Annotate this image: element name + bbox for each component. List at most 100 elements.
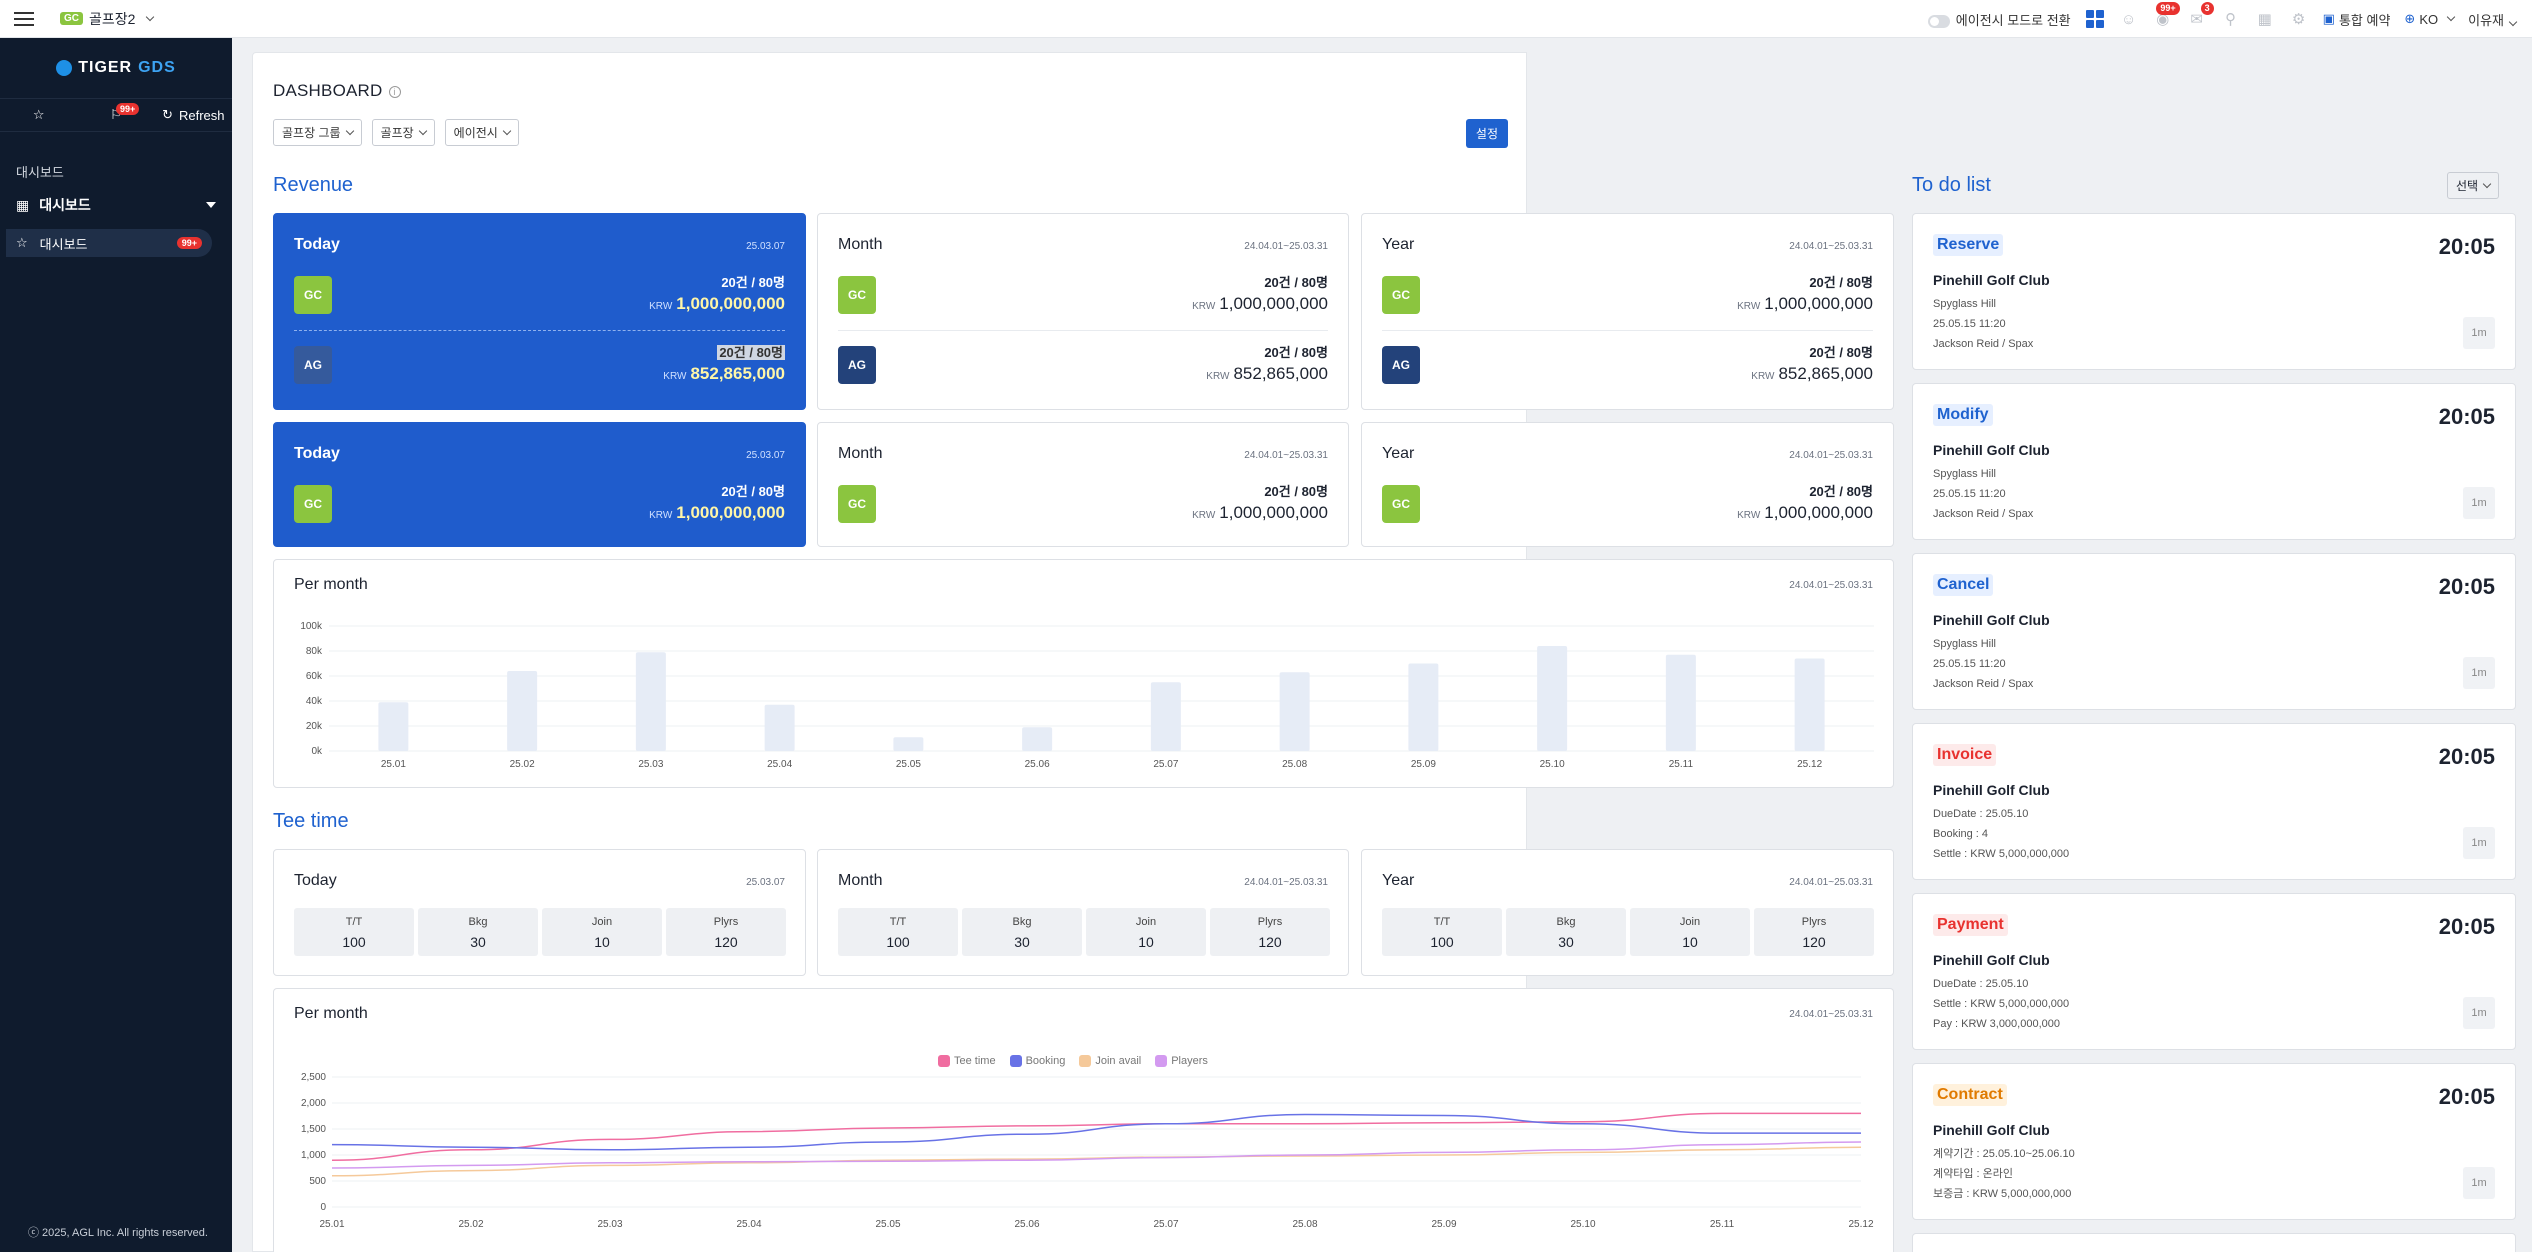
todo-item-reserve[interactable]: Reserve 20:05 Pinehill Golf Club Spyglass H… bbox=[1912, 213, 2516, 370]
refresh-icon: ↻ bbox=[162, 107, 173, 122]
y-tick-label: 1,000 bbox=[301, 1150, 326, 1161]
star-icon[interactable]: ☆ bbox=[32, 107, 45, 122]
person-icon[interactable]: ☺ bbox=[2120, 10, 2137, 28]
todo-detail-line: DueDate : 25.05.10 bbox=[1933, 978, 2029, 990]
todo-club: Pinehill Golf Club bbox=[1933, 442, 2050, 458]
todo-elapsed-button[interactable]: 1m bbox=[2463, 997, 2495, 1029]
todo-elapsed-button[interactable]: 1m bbox=[2463, 827, 2495, 859]
stat-tt: T/T 100 bbox=[838, 908, 958, 956]
gc-amount: 1,000,000,000 bbox=[1219, 294, 1328, 313]
top-bar: GC 골프장2 에이전시 모드로 전환 ☺ ◉ 99+ ✉ 3 ⚲ ▦ ⚙ ▣ 통합 … bbox=[0, 0, 2532, 38]
stat-value: 100 bbox=[342, 934, 366, 950]
language-selector[interactable]: ⊕ KO bbox=[2404, 11, 2456, 27]
todo-item-partial[interactable] bbox=[1912, 1233, 2516, 1252]
bar bbox=[1150, 682, 1181, 751]
todo-detail-line: Settle : KRW 5,000,000,000 bbox=[1933, 998, 2070, 1010]
x-tick-label: 25.08 bbox=[1292, 1219, 1317, 1230]
todo-details: DueDate : 25.05.10 Booking : 4 Settle : KR… bbox=[1933, 804, 2069, 864]
x-tick-label: 25.09 bbox=[1431, 1219, 1456, 1230]
page-title: DASHBOARD i bbox=[273, 81, 401, 101]
todo-item-invoice[interactable]: Invoice 20:05 Pinehill Golf Club DueDate : … bbox=[1912, 723, 2516, 880]
filter-agency[interactable]: 에이전시 bbox=[444, 119, 519, 146]
chart-title: Per month bbox=[294, 576, 368, 593]
calendar-icon: ▣ bbox=[2322, 11, 2335, 26]
revenue-card-year-2[interactable]: Year 24.04.01~25.03.31 GC 20건 / 80명 KRW 1… bbox=[1361, 422, 1894, 547]
user-menu[interactable]: 이유재 bbox=[2468, 10, 2518, 29]
todo-detail-line: DueDate : 25.05.10 bbox=[1933, 808, 2029, 820]
x-tick-label: 25.08 bbox=[1282, 759, 1307, 770]
reservation-link[interactable]: ▣ 통합 예약 bbox=[2323, 10, 2391, 29]
teetime-card-year[interactable]: Year 24.04.01~25.03.31 T/T 100 Bkg 30 Join… bbox=[1361, 849, 1894, 976]
refresh-button[interactable]: ↻ Refresh bbox=[155, 107, 232, 123]
x-tick-label: 25.07 bbox=[1153, 759, 1178, 770]
notice-icon[interactable]: ◉ 99+ bbox=[2153, 2, 2180, 29]
card-date: 25.03.07 bbox=[746, 450, 785, 461]
card-title: Today bbox=[294, 445, 340, 462]
stat-plyrs: Plyrs 120 bbox=[666, 908, 786, 956]
todo-elapsed-button[interactable]: 1m bbox=[2463, 657, 2495, 689]
revenue-card-year[interactable]: Year 24.04.01~25.03.31 GC 20건 / 80명 KRW 1… bbox=[1361, 213, 1894, 410]
bar bbox=[1537, 646, 1568, 751]
sidebar-menu-dashboard[interactable]: ▦ 대시보드 bbox=[0, 189, 232, 221]
stat-value: 120 bbox=[714, 934, 738, 950]
ag-count: 20건 / 80명 bbox=[1264, 345, 1328, 360]
gc-badge: GC bbox=[294, 276, 332, 314]
agency-mode-toggle[interactable]: 에이전시 모드로 전환 bbox=[1927, 10, 2071, 29]
location-icon[interactable]: ⚲ bbox=[2225, 11, 2237, 28]
todo-elapsed-button[interactable]: 1m bbox=[2463, 487, 2495, 519]
filter-bar: 골프장 그룹 골프장 에이전시 bbox=[273, 119, 519, 146]
todo-elapsed-button[interactable]: 1m bbox=[2463, 1167, 2495, 1199]
stat-value: 120 bbox=[1802, 934, 1826, 950]
y-tick-label: 40k bbox=[306, 696, 323, 707]
legend-item[interactable]: Join avail bbox=[1079, 1055, 1141, 1067]
legend-item[interactable]: Booking bbox=[1009, 1055, 1066, 1067]
todo-tag: Modify bbox=[1933, 404, 1993, 426]
gear-icon[interactable]: ⚙ bbox=[2291, 11, 2306, 28]
filter-club-group[interactable]: 골프장 그룹 bbox=[273, 119, 362, 146]
stat-value: 30 bbox=[470, 934, 486, 950]
revenue-per-month-card: Per month 24.04.01~25.03.31 100k 80k 60k 40… bbox=[273, 559, 1894, 788]
currency-label: KRW bbox=[1206, 371, 1230, 382]
revenue-card-today-2[interactable]: Today 25.03.07 GC 20건 / 80명 KRW 1,000,000… bbox=[273, 422, 806, 547]
x-tick-label: 25.07 bbox=[1153, 1219, 1178, 1230]
todo-tag: Contract bbox=[1933, 1084, 2007, 1106]
stat-label: Bkg bbox=[1012, 916, 1032, 928]
revenue-card-month[interactable]: Month 24.04.01~25.03.31 GC 20건 / 80명 KRW… bbox=[817, 213, 1349, 410]
todo-detail-line: Pay : KRW 3,000,000,000 bbox=[1933, 1018, 2060, 1030]
page-title-text: DASHBOARD bbox=[273, 81, 383, 100]
sidebar-item-dashboard[interactable]: ☆ 대시보드 99+ bbox=[6, 229, 212, 257]
x-tick-label: 25.10 bbox=[1570, 1219, 1595, 1230]
chart-title: Per month bbox=[294, 1005, 368, 1022]
alert-icon[interactable]: ⚐ 99+ bbox=[77, 103, 154, 123]
todo-item-contract[interactable]: Contract 20:05 Pinehill Golf Club 계약기간 : 25… bbox=[1912, 1063, 2516, 1220]
teetime-card-today[interactable]: Today 25.03.07 T/T 100 Bkg 30 Join 10 Plyrs… bbox=[273, 849, 806, 976]
teetime-card-month[interactable]: Month 24.04.01~25.03.31 T/T 100 Bkg 30 Joi… bbox=[817, 849, 1349, 976]
filter-club[interactable]: 골프장 bbox=[371, 119, 435, 146]
card-title: Year bbox=[1382, 445, 1415, 462]
legend-item[interactable]: Tee time bbox=[938, 1055, 996, 1067]
revenue-card-month-2[interactable]: Month 24.04.01~25.03.31 GC 20건 / 80명 KRW… bbox=[817, 422, 1349, 547]
todo-detail-line: 25.05.15 11:20 bbox=[1933, 488, 2006, 500]
gc-badge: GC bbox=[1382, 276, 1420, 314]
y-tick-label: 0 bbox=[320, 1202, 326, 1213]
todo-club: Pinehill Golf Club bbox=[1933, 612, 2050, 628]
dashboard-grid-icon[interactable] bbox=[2085, 9, 2105, 29]
todo-filter-select[interactable]: 선택 bbox=[2447, 172, 2500, 199]
revenue-card-today[interactable]: Today 25.03.07 GC 20건 / 80명 KRW 1,000,000… bbox=[273, 213, 806, 410]
calculator-icon[interactable]: ▦ bbox=[2257, 11, 2272, 28]
todo-item-cancel[interactable]: Cancel 20:05 Pinehill Golf Club Spyglass Hi… bbox=[1912, 553, 2516, 710]
stat-value: 30 bbox=[1014, 934, 1030, 950]
todo-elapsed-button[interactable]: 1m bbox=[2463, 317, 2495, 349]
menu-icon[interactable] bbox=[14, 11, 34, 26]
club-selector[interactable]: GC 골프장2 bbox=[60, 9, 155, 29]
todo-title: To do list bbox=[1912, 174, 1991, 196]
legend-label: Booking bbox=[1025, 1055, 1066, 1067]
legend-item[interactable]: Players bbox=[1155, 1055, 1208, 1067]
message-icon[interactable]: ✉ 3 bbox=[2187, 2, 2214, 29]
todo-item-modify[interactable]: Modify 20:05 Pinehill Golf Club Spyglass Hi… bbox=[1912, 383, 2516, 540]
info-icon[interactable]: i bbox=[388, 85, 401, 98]
club-badge: GC bbox=[60, 12, 83, 25]
todo-item-payment[interactable]: Payment 20:05 Pinehill Golf Club DueDate : … bbox=[1912, 893, 2516, 1050]
settings-button[interactable]: 설정 bbox=[1465, 119, 1508, 148]
currency-label: KRW bbox=[1192, 301, 1216, 312]
